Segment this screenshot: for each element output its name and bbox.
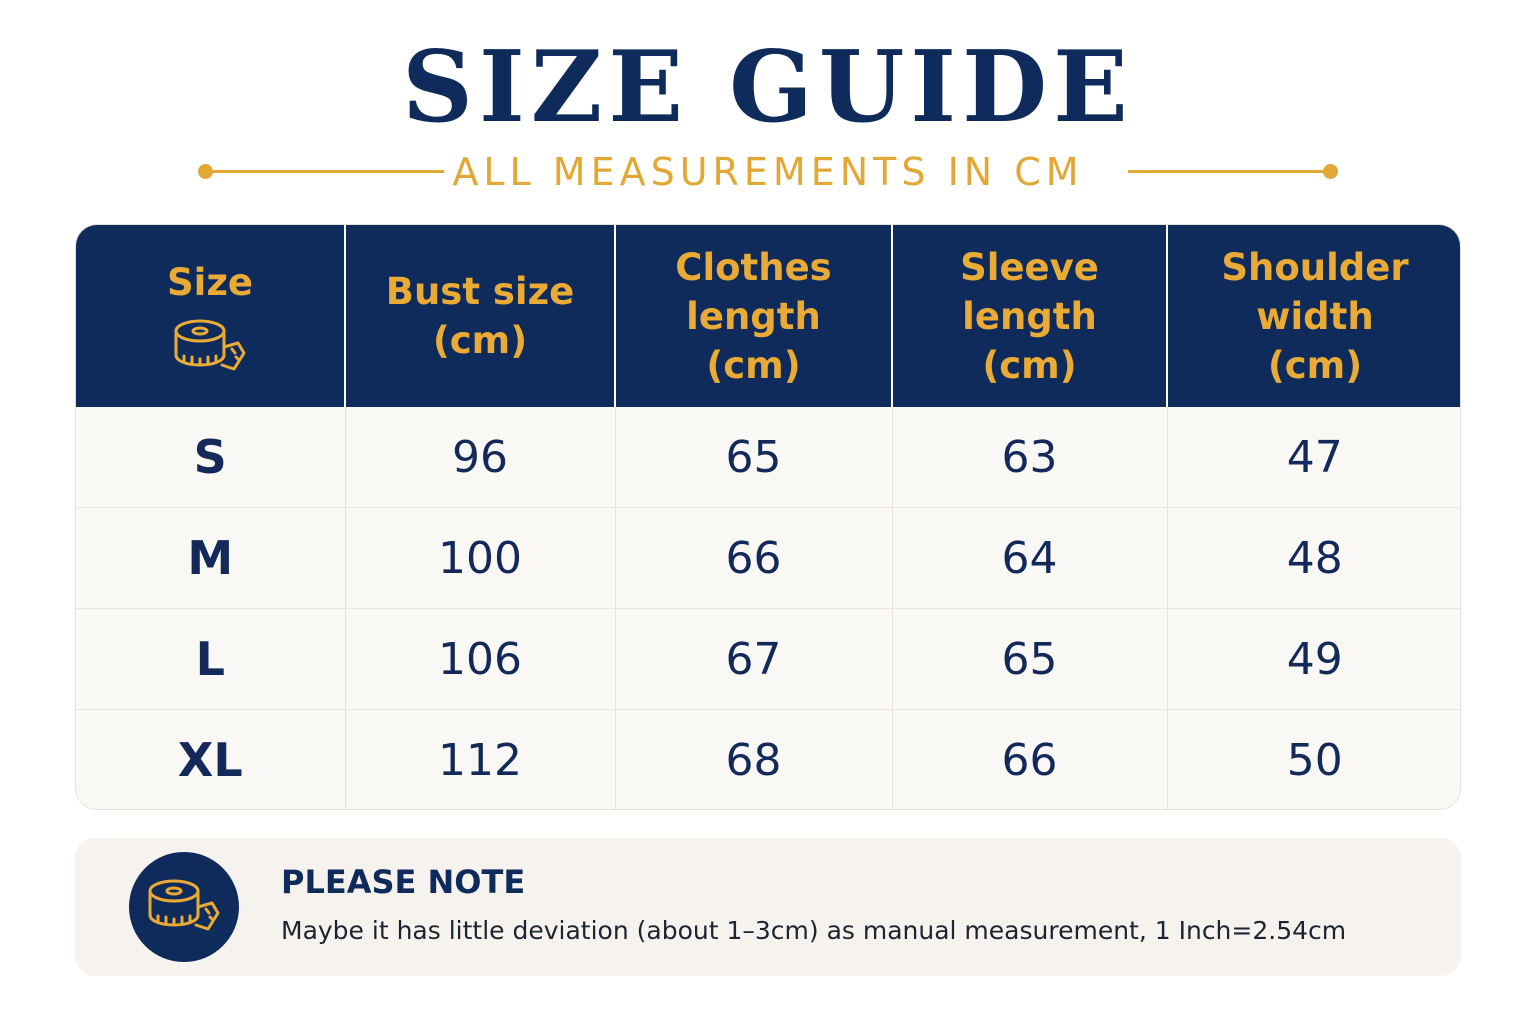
header-size-label: Size: [167, 260, 253, 304]
header-sleeve-line-1: Sleeve: [960, 245, 1099, 289]
subtitle-row: ALL MEASUREMENTS IN CM: [0, 148, 1536, 196]
left-divider-line: [206, 170, 444, 173]
header-shoulder-line-2: width: [1256, 294, 1374, 338]
shoulder-cell: 48: [1167, 507, 1460, 609]
right-divider-line: [1128, 170, 1330, 173]
bust-cell: 96: [345, 407, 616, 508]
left-dot-ornament: [198, 164, 213, 179]
note-panel: PLEASE NOTE Maybe it has little deviatio…: [75, 838, 1461, 976]
bust-cell: 106: [345, 608, 616, 710]
size-cell: L: [76, 608, 346, 710]
bust-cell: 100: [345, 507, 616, 609]
shoulder-cell: 50: [1167, 709, 1460, 809]
measuring-tape-icon: [174, 319, 246, 370]
length-cell: 65: [615, 407, 893, 508]
size-cell: XL: [76, 709, 346, 809]
size-cell: S: [76, 407, 346, 508]
header-bust-size: Bust size (cm): [345, 225, 616, 407]
page-title: SIZE GUIDE: [402, 30, 1134, 145]
header-shoulder-width: Shoulder width (cm): [1167, 225, 1460, 407]
header-size: Size: [76, 225, 346, 407]
header-shoulder-line-3: (cm): [1267, 343, 1363, 387]
note-icon-badge: [129, 852, 239, 962]
size-cell: M: [76, 507, 346, 609]
measuring-tape-icon: [148, 879, 220, 931]
table-header-row: Size Bust size (cm) Clothes: [76, 225, 1460, 407]
subtitle: ALL MEASUREMENTS IN CM: [452, 150, 1084, 194]
header-sleeve-length: Sleeve length (cm): [892, 225, 1168, 407]
header-sleeve-line-2: length: [962, 294, 1097, 338]
shoulder-cell: 47: [1286, 431, 1343, 483]
header-length-line-2: length: [686, 294, 821, 338]
header-shoulder-line-1: Shoulder: [1221, 245, 1409, 289]
table-row: S 96 65 63 47: [76, 407, 1460, 508]
header-bust-line-1: Bust size: [385, 270, 575, 313]
table-row: L 106 67 65 49: [76, 608, 1460, 710]
table-row: M 100 66 64 48: [76, 507, 1460, 609]
sleeve-cell: 66: [892, 709, 1168, 809]
right-dot-ornament: [1323, 164, 1338, 179]
header-length-line-1: Clothes: [675, 245, 832, 289]
header-length-line-3: (cm): [706, 343, 801, 387]
length-cell: 68: [615, 709, 893, 809]
size-table-container: Size Bust size (cm) Clothes: [75, 224, 1461, 810]
table-row: XL 112 68 66 50: [76, 709, 1460, 809]
header-bust-line-2: (cm): [432, 319, 528, 362]
sleeve-cell: 64: [892, 507, 1168, 609]
header-clothes-length: Clothes length (cm): [615, 225, 893, 407]
shoulder-cell: 49: [1167, 608, 1460, 710]
length-cell: 67: [615, 608, 893, 710]
note-title: PLEASE NOTE: [281, 863, 526, 901]
size-table: Size Bust size (cm) Clothes: [76, 225, 1460, 809]
sleeve-cell: 65: [892, 608, 1168, 710]
header-sleeve-line-3: (cm): [982, 343, 1077, 387]
bust-cell: 112: [345, 709, 616, 809]
sleeve-cell: 63: [892, 407, 1168, 508]
length-cell: 66: [615, 507, 893, 609]
note-text: Maybe it has little deviation (about 1–3…: [281, 916, 1347, 945]
